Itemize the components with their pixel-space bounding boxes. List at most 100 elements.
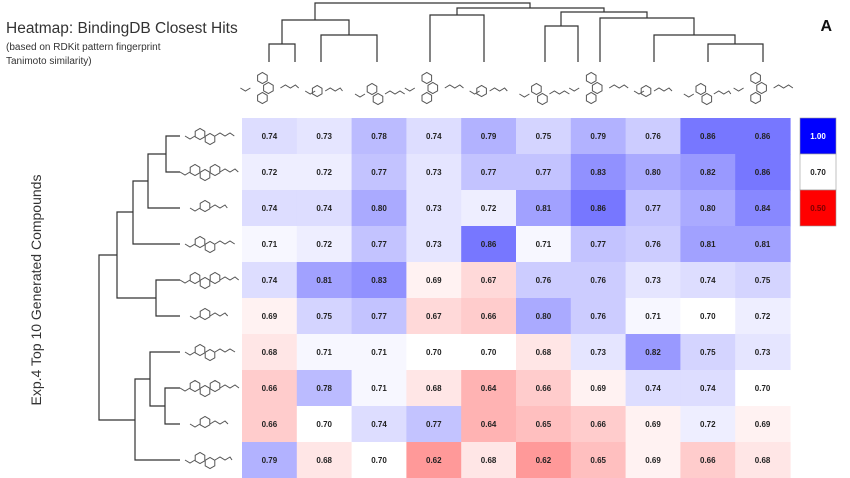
cell-value-label: 0.80 — [371, 204, 387, 213]
cell-value-label: 0.71 — [371, 348, 387, 357]
heatmap-cell — [516, 442, 572, 478]
heatmap-cell — [351, 190, 407, 227]
cell-value-label: 0.73 — [426, 168, 442, 177]
legend-label: 0.70 — [810, 168, 826, 177]
cell-value-label: 0.68 — [262, 348, 278, 357]
heatmap-cell — [570, 118, 627, 155]
cell-value-label: 0.70 — [371, 456, 387, 465]
cell-value-label: 0.68 — [316, 456, 332, 465]
molecule-structure — [184, 127, 235, 146]
heatmap-cell — [242, 334, 298, 371]
heatmap-cell — [570, 406, 627, 443]
cell-value-label: 0.76 — [645, 240, 661, 249]
cell-value-label: 0.66 — [262, 384, 278, 393]
cell-value-label: 0.72 — [755, 312, 771, 321]
molecule-structure — [304, 84, 343, 98]
molecule-structure — [184, 235, 235, 254]
cell-value-label: 0.71 — [262, 240, 278, 249]
cell-value-label: 0.84 — [755, 204, 771, 213]
heatmap-cell — [680, 406, 736, 443]
chart-title: Heatmap: BindingDB Closest Hits — [6, 20, 238, 37]
cell-value-label: 0.77 — [371, 312, 387, 321]
heatmap-cell — [461, 118, 517, 155]
heatmap-cell — [406, 262, 462, 299]
cell-value-label: 0.73 — [426, 240, 442, 249]
row-dendrogram — [98, 135, 180, 461]
cell-value-label: 0.64 — [481, 420, 497, 429]
heatmap-cell — [570, 370, 627, 407]
heatmap-cell — [351, 226, 407, 263]
cell-value-label: 0.72 — [481, 204, 497, 213]
cell-value-label: 0.76 — [590, 312, 606, 321]
legend-label: 0.50 — [810, 204, 826, 213]
heatmap-cell — [296, 154, 353, 191]
cell-value-label: 0.78 — [316, 384, 332, 393]
heatmap-cell — [461, 298, 517, 335]
cell-value-label: 0.74 — [262, 204, 278, 213]
heatmap-cell — [296, 298, 353, 335]
heatmap-cell — [625, 442, 681, 478]
cell-value-label: 0.77 — [426, 420, 442, 429]
heatmap-cell — [625, 406, 681, 443]
heatmap-cell — [680, 118, 736, 155]
heatmap-cell — [296, 370, 353, 407]
cell-value-label: 0.76 — [590, 276, 606, 285]
heatmap-cell — [351, 298, 407, 335]
cell-value-label: 0.64 — [481, 384, 497, 393]
heatmap-cell — [242, 442, 298, 478]
cell-value-label: 0.78 — [371, 132, 387, 141]
molecule-structure — [184, 451, 233, 470]
cell-value-label: 0.70 — [755, 384, 771, 393]
cell-value-label: 0.71 — [536, 240, 552, 249]
heatmap-cell — [242, 298, 298, 335]
cell-value-label: 0.79 — [262, 456, 278, 465]
cell-value-label: 0.68 — [426, 384, 442, 393]
cell-value-label: 0.76 — [536, 276, 552, 285]
cell-value-label: 0.68 — [755, 456, 771, 465]
cell-value-label: 0.69 — [426, 276, 442, 285]
column-dendrogram — [268, 2, 764, 62]
heatmap-cell — [735, 442, 791, 478]
molecule-structure — [240, 71, 300, 105]
cell-value-label: 0.86 — [481, 240, 497, 249]
heatmap-cell — [516, 226, 572, 263]
heatmap-cell — [406, 154, 462, 191]
heatmap-cell — [406, 226, 462, 263]
cell-value-label: 0.62 — [536, 456, 552, 465]
heatmap-cell — [406, 370, 462, 407]
heatmap-cell — [351, 334, 407, 371]
cell-value-label: 0.70 — [700, 312, 716, 321]
cell-value-label: 0.69 — [262, 312, 278, 321]
cell-value-label: 0.81 — [316, 276, 332, 285]
cell-value-label: 0.77 — [536, 168, 552, 177]
cell-value-label: 0.72 — [316, 240, 332, 249]
heatmap-cell — [351, 406, 407, 443]
heatmap-cell — [406, 298, 462, 335]
cell-value-label: 0.66 — [590, 420, 606, 429]
cell-value-label: 0.73 — [755, 348, 771, 357]
cell-value-label: 0.73 — [426, 204, 442, 213]
heatmap-cell — [406, 406, 462, 443]
heatmap-cell — [570, 154, 627, 191]
heatmap-cell — [735, 226, 791, 263]
cell-value-label: 0.73 — [590, 348, 606, 357]
cell-value-label: 0.70 — [426, 348, 442, 357]
heatmap-cell — [516, 118, 572, 155]
column-molecule-structures — [240, 71, 794, 106]
cell-value-label: 0.71 — [316, 348, 332, 357]
heatmap-cell — [242, 190, 298, 227]
cell-value-label: 0.70 — [316, 420, 332, 429]
cell-value-label: 0.81 — [755, 240, 771, 249]
cell-value-label: 0.71 — [645, 312, 661, 321]
heatmap-cell — [461, 406, 517, 443]
heatmap-cell — [406, 334, 462, 371]
cell-value-label: 0.75 — [536, 132, 552, 141]
legend-label: 1.00 — [810, 132, 826, 141]
heatmap-cell — [625, 118, 681, 155]
cell-value-label: 0.81 — [536, 204, 552, 213]
cell-value-label: 0.82 — [700, 168, 716, 177]
color-legend: 1.00 0.70 0.50 — [799, 117, 837, 227]
heatmap-cell — [516, 154, 572, 191]
molecule-structure — [179, 163, 239, 182]
